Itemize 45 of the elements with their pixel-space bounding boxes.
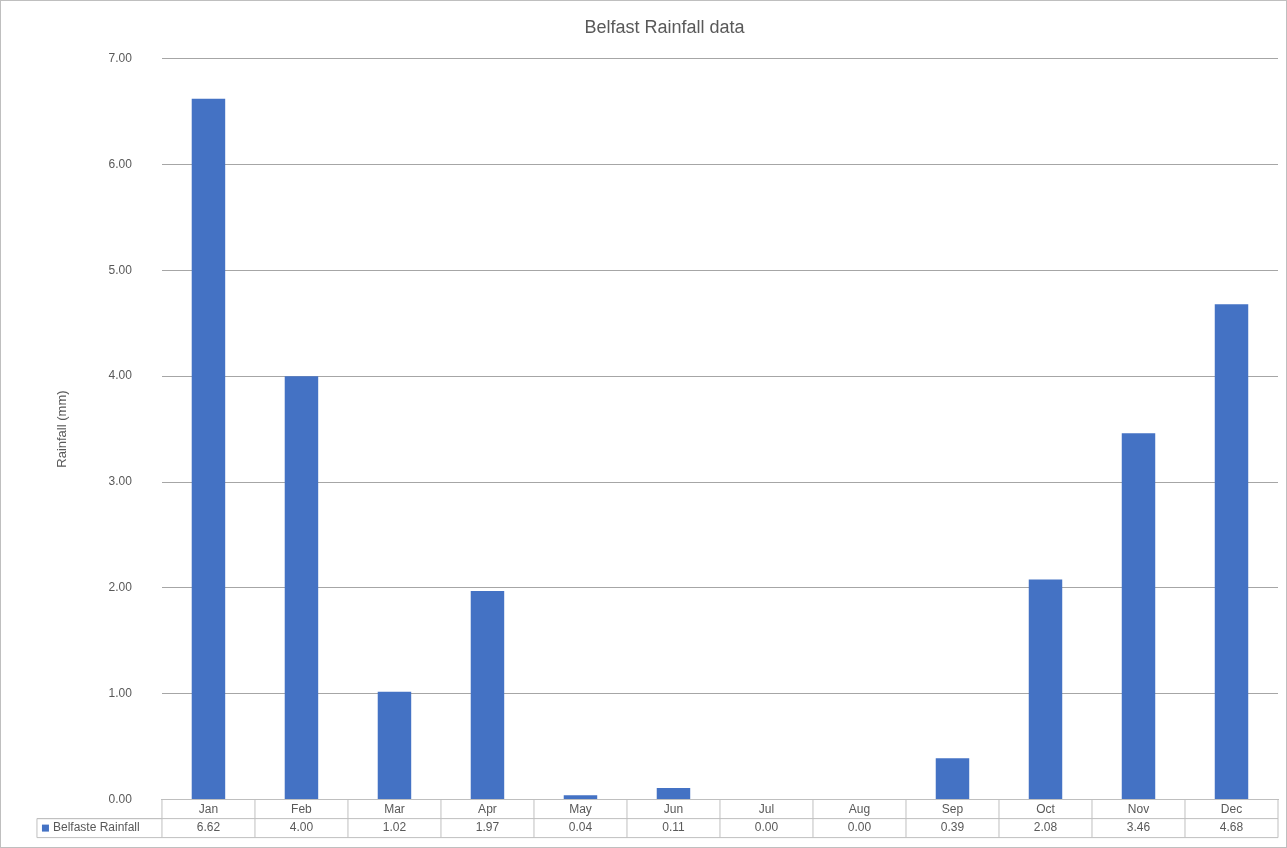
y-tick-label: 2.00 xyxy=(108,580,133,595)
y-tick-label: 1.00 xyxy=(108,686,133,701)
data-label: 4.00 xyxy=(289,820,314,835)
bar xyxy=(1028,579,1063,800)
data-label: 1.97 xyxy=(475,820,500,835)
y-tick-label: 6.00 xyxy=(108,156,133,171)
data-label: 4.68 xyxy=(1219,820,1244,835)
x-tick-label: Mar xyxy=(384,802,405,817)
data-label: 3.46 xyxy=(1126,820,1151,835)
legend-label: Belfaste Rainfall xyxy=(52,820,140,835)
x-tick-label: May xyxy=(569,802,592,817)
x-tick-label: Feb xyxy=(291,802,313,817)
data-label: 0.11 xyxy=(662,820,686,835)
data-label: 1.02 xyxy=(382,820,407,835)
data-label: 0.00 xyxy=(847,820,872,835)
chart-title: Belfast Rainfall data xyxy=(584,16,746,37)
x-tick-label: Jun xyxy=(663,802,684,817)
data-label: 2.08 xyxy=(1033,820,1058,835)
data-label: 0.39 xyxy=(940,820,965,835)
bar xyxy=(470,591,505,800)
y-tick-label: 0.00 xyxy=(108,791,133,806)
data-label: 6.62 xyxy=(196,820,221,835)
x-tick-label: Dec xyxy=(1220,802,1243,817)
bar xyxy=(284,376,319,800)
x-tick-label: Nov xyxy=(1127,802,1150,817)
x-tick-label: Oct xyxy=(1036,802,1056,817)
x-tick-label: Aug xyxy=(848,802,871,817)
x-tick-label: Jan xyxy=(198,802,219,817)
y-tick-label: 5.00 xyxy=(108,262,133,277)
bar xyxy=(191,98,226,800)
data-label: 0.04 xyxy=(568,820,593,835)
bar xyxy=(1121,433,1156,800)
x-tick-label: Apr xyxy=(478,802,497,817)
y-tick-label: 3.00 xyxy=(108,474,133,489)
y-axis-title: Rainfall (mm) xyxy=(54,390,70,468)
bar xyxy=(563,795,598,800)
bar xyxy=(656,787,691,800)
x-tick-label: Sep xyxy=(941,802,964,817)
bar xyxy=(935,758,970,800)
x-tick-label: Jul xyxy=(758,802,775,817)
y-tick-label: 4.00 xyxy=(108,368,133,383)
bar xyxy=(377,691,412,800)
y-tick-label: 7.00 xyxy=(108,50,133,65)
data-label: 0.00 xyxy=(754,820,779,835)
bar xyxy=(1214,304,1249,800)
